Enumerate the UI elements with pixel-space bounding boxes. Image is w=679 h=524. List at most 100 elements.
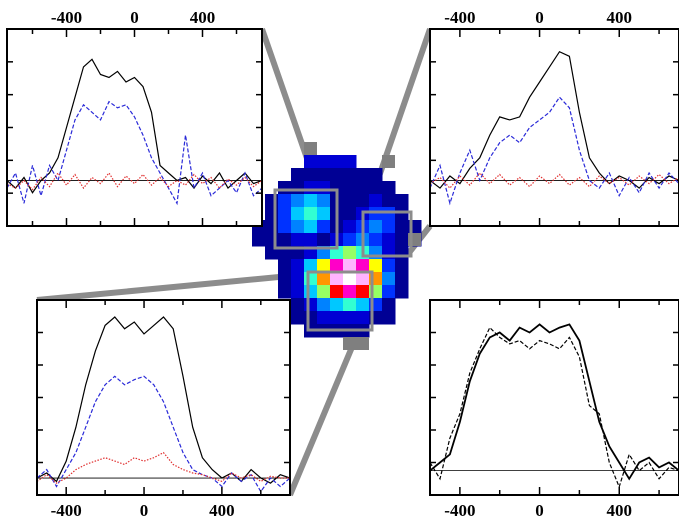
map-edge-pixel	[343, 337, 356, 350]
map-edge-pixel	[356, 337, 369, 350]
map-pixel	[382, 259, 396, 273]
map-pixel	[343, 298, 357, 312]
series-line-dashed	[7, 100, 262, 206]
x-tick-label: 0	[535, 501, 544, 520]
map-pixel	[343, 259, 357, 273]
map-pixel	[395, 272, 409, 286]
map-pixel	[356, 259, 370, 273]
region-box-upper-left	[273, 188, 339, 250]
map-pixel	[356, 168, 370, 182]
map-pixel	[291, 168, 305, 182]
map-pixel	[395, 285, 409, 299]
map-pixel	[291, 298, 305, 312]
map-pixel	[382, 272, 396, 286]
map-pixel	[369, 233, 383, 247]
map-pixel	[330, 311, 344, 325]
map-pixel	[343, 220, 357, 234]
map-pixel	[382, 194, 396, 208]
map-pixel	[304, 259, 318, 273]
map-pixel	[317, 285, 331, 299]
map-pixel	[356, 311, 370, 325]
series-line-dashed	[430, 96, 679, 206]
map-pixel	[304, 207, 318, 221]
map-pixel	[291, 233, 305, 247]
map-pixel	[369, 181, 383, 195]
panel-upper-left: -400 0 400	[6, 8, 263, 227]
map-pixel	[291, 194, 305, 208]
panel-background	[7, 29, 262, 226]
map-pixel	[382, 285, 396, 299]
map-pixel	[317, 181, 331, 195]
map-pixel	[382, 298, 396, 312]
map-pixel	[278, 285, 292, 299]
map-pixel	[395, 220, 409, 234]
x-tick-label: -400	[444, 8, 475, 27]
series-line-solid	[37, 316, 290, 484]
map-pixel	[369, 207, 383, 221]
series-line-solid	[430, 50, 679, 189]
map-pixel	[304, 285, 318, 299]
map-pixel	[278, 181, 292, 195]
map-pixel	[304, 181, 318, 195]
series-line-solid	[7, 58, 262, 194]
map-pixel	[395, 259, 409, 273]
map-pixel	[356, 194, 370, 208]
x-tick-label: 0	[130, 8, 139, 27]
series-line-dashed	[37, 375, 290, 493]
map-pixel	[382, 233, 396, 247]
map-pixel	[291, 207, 305, 221]
map-pixel	[343, 194, 357, 208]
map-pixel	[343, 311, 357, 325]
region-boxes	[273, 188, 413, 332]
map-pixel	[291, 220, 305, 234]
map-pixel	[278, 194, 292, 208]
x-tick-label: -400	[444, 501, 475, 520]
series-line-dashed	[430, 326, 679, 489]
region-box-lower-center	[306, 270, 374, 332]
map-pixel	[395, 233, 409, 247]
map-pixel	[278, 207, 292, 221]
map-pixel	[343, 233, 357, 247]
map-pixel	[317, 155, 331, 169]
map-pixel	[330, 272, 344, 286]
map-pixel	[356, 298, 370, 312]
map-pixel	[343, 272, 357, 286]
map-pixel	[291, 181, 305, 195]
x-tick-label: 0	[535, 8, 544, 27]
map-pixel	[343, 246, 357, 260]
map-pixel	[291, 272, 305, 286]
map-pixel	[291, 285, 305, 299]
map-pixel	[356, 181, 370, 195]
map-pixel	[291, 311, 305, 325]
map-pixel	[252, 233, 266, 247]
map-pixel	[343, 207, 357, 221]
map-pixel	[382, 207, 396, 221]
map-pixel	[317, 311, 331, 325]
map-pixel	[369, 259, 383, 273]
map-pixel	[304, 194, 318, 208]
panel-lower-right: -400 0 400	[429, 299, 679, 520]
series-line-solid	[430, 323, 679, 481]
region-box-upper-right	[361, 210, 413, 258]
map-edge-pixel	[382, 155, 395, 168]
map-pixel	[343, 168, 357, 182]
map-pixel	[317, 272, 331, 286]
map-pixel	[291, 259, 305, 273]
map-pixel	[317, 220, 331, 234]
map-pixel	[330, 298, 344, 312]
map-pixel	[304, 220, 318, 234]
map-pixel	[278, 233, 292, 247]
map-pixel	[330, 168, 344, 182]
map-pixel	[304, 155, 318, 169]
map-edge-pixel	[304, 142, 317, 155]
panel-background	[37, 300, 290, 495]
panel-lower-left: -400 0 400	[36, 299, 291, 520]
connector-line	[287, 326, 363, 497]
map-pixel	[343, 181, 357, 195]
map-pixel	[317, 194, 331, 208]
map-pixel	[369, 168, 383, 182]
map-pixel	[304, 311, 318, 325]
panel-background	[430, 29, 679, 226]
series-line-dotted	[430, 172, 679, 190]
panel-background	[430, 300, 679, 495]
